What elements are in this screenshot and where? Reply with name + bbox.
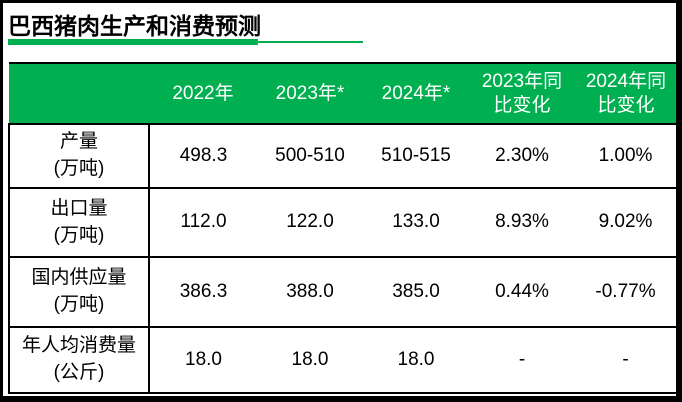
header-cell-yoy-2023: 2023年同 比变化: [469, 62, 575, 125]
forecast-table: 2022年 2023年* 2024年* 2023年同 比变化 2024年同 比变…: [8, 62, 676, 394]
header-row: 2022年 2023年* 2024年* 2023年同 比变化 2024年同 比变…: [9, 62, 676, 125]
cell-value: -0.77%: [575, 257, 676, 328]
row-label: 产量 (万吨): [8, 124, 150, 189]
cell-value: -: [469, 327, 575, 394]
cell-value: 510-515: [363, 124, 469, 189]
cell-value: 2.30%: [469, 124, 575, 189]
table-row-production: 产量 (万吨) 498.3 500-510 510-515 2.30% 1.00…: [8, 124, 676, 189]
row-label: 国内供应量 (万吨): [8, 257, 150, 328]
cell-value: 498.3: [149, 124, 257, 189]
table-row-domestic-supply: 国内供应量 (万吨) 386.3 388.0 385.0 0.44% -0.77…: [8, 257, 676, 328]
page-title: 巴西猪肉生产和消费预测: [8, 13, 261, 39]
cell-value: 133.0: [363, 188, 469, 258]
header-cell-2022: 2022年: [149, 62, 257, 125]
cell-value: 112.0: [149, 188, 257, 258]
cell-value: 388.0: [257, 257, 363, 328]
cell-value: -: [575, 327, 676, 394]
title-underline: [8, 39, 363, 45]
cell-value: 500-510: [257, 124, 363, 189]
cell-value: 9.02%: [575, 188, 676, 258]
cell-value: 8.93%: [469, 188, 575, 258]
cell-value: 18.0: [363, 327, 469, 394]
cell-value: 1.00%: [575, 124, 676, 189]
cell-value: 18.0: [257, 327, 363, 394]
title-underline-thin: [258, 41, 363, 43]
row-label: 出口量 (万吨): [8, 188, 150, 258]
header-cell-yoy-2024: 2024年同 比变化: [575, 62, 676, 125]
cell-value: 0.44%: [469, 257, 575, 328]
cell-value: 385.0: [363, 257, 469, 328]
table-row-per-capita-consumption: 年人均消费量 (公斤) 18.0 18.0 18.0 - -: [8, 327, 676, 394]
cell-value: 18.0: [149, 327, 257, 394]
table-row-export: 出口量 (万吨) 112.0 122.0 133.0 8.93% 9.02%: [8, 188, 676, 258]
header-cell-2023: 2023年*: [257, 62, 363, 125]
cell-value: 122.0: [257, 188, 363, 258]
title-underline-thick: [8, 39, 258, 45]
row-label: 年人均消费量 (公斤): [8, 327, 150, 394]
cell-value: 386.3: [149, 257, 257, 328]
header-cell-2024: 2024年*: [363, 62, 469, 125]
header-cell-empty: [9, 62, 149, 125]
